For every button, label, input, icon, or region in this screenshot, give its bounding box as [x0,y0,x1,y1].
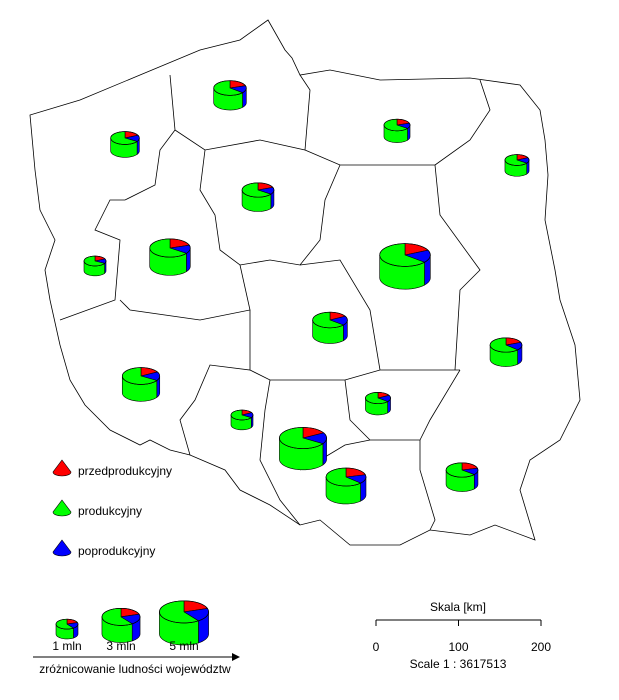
cylinder-outline [241,182,275,198]
cylinder-outline [489,337,523,353]
size-arrow-head [232,653,240,661]
region-border [419,440,436,531]
scale-title: Skala [km] [430,600,486,614]
cylinder-outline [101,607,141,626]
region-border [434,79,491,166]
region-border [249,369,460,381]
cylinder-outline [365,392,391,404]
cylinder-outline [312,311,348,329]
legend-marker [52,539,72,557]
cylinder-outline [55,618,79,630]
region-border [179,310,251,456]
cylinder-outline [230,409,254,421]
size-label: 3 mln [106,639,135,653]
region-border [199,149,341,266]
legend-marker [52,459,72,477]
cylinder-outline [504,154,530,166]
cylinder-outline [110,131,140,145]
region-border [344,369,461,441]
region-border [299,259,381,371]
scale-note: Scale 1 : 3617513 [410,657,507,671]
region-border [174,74,311,151]
cylinder-outline [325,467,367,487]
cylinder-outline [149,238,191,258]
cylinder-outline [121,367,161,385]
cylinder-outline [383,118,411,132]
size-label: 5 mln [169,639,198,653]
cylinder-outline [379,243,431,267]
legend-label: przedprodukcyjny [78,464,172,478]
scale-tick-label: 200 [531,640,551,654]
legend-label: poprodukcyjny [78,544,155,558]
cylinder-outline [159,600,209,624]
cylinder-outline [445,462,479,478]
cylinder-outline [83,255,107,267]
region-border [59,74,176,321]
country-borders [29,19,581,546]
region-border [259,379,301,526]
size-label: 1 mln [52,639,81,653]
size-legend-title: zróżnicowanie ludności województw [39,662,231,676]
scale-tick-label: 100 [448,640,468,654]
cylinder-outline [213,80,247,96]
country-outline [29,19,581,546]
legend-label: produkcyjny [78,504,142,518]
scale-tick-label: 0 [373,640,380,654]
cylinder-outline [279,427,327,449]
region-border [119,264,251,321]
legend-marker [52,499,72,517]
